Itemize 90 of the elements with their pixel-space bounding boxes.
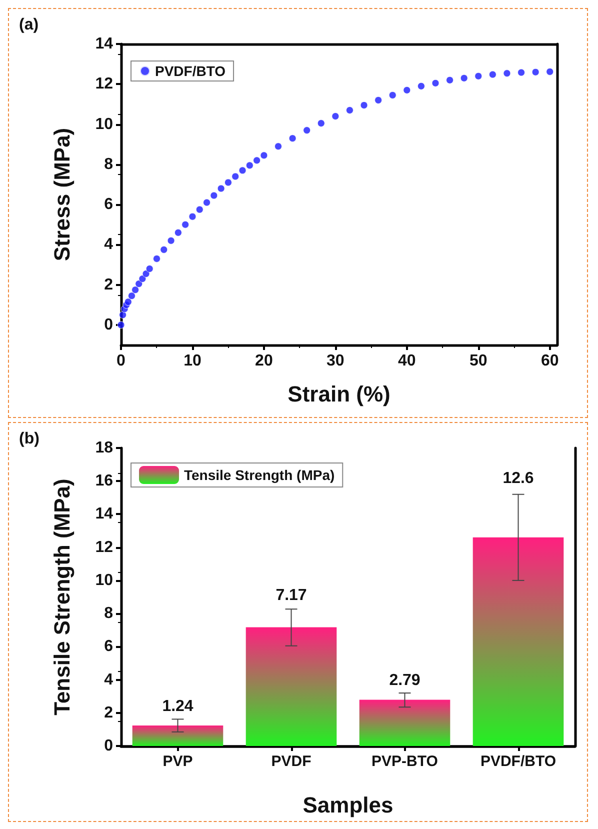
point [260,152,268,160]
x-tick-label: 60 [540,352,559,370]
y-tick-label: 18 [95,440,114,456]
text: (b) [19,430,40,448]
x-tick-label: 30 [326,352,344,370]
point [128,292,136,300]
y-tick-label: 4 [104,671,114,688]
point [160,246,168,254]
point [374,96,382,104]
legend-label: PVDF/BTO [155,63,226,79]
point [503,70,511,78]
point [474,72,482,80]
y-tick-label: 0 [104,738,114,754]
data-label: 12.6 [502,470,534,488]
y-tick-label: 10 [95,572,114,589]
point [210,192,218,200]
point [488,70,496,78]
point [460,74,468,82]
point [124,298,132,306]
y-axis-title: Stress (MPa) [50,128,74,262]
y-tick-label: 10 [95,116,114,133]
y-axis-title: Tensile Strength (MPa) [50,478,74,716]
y-tick-label: 2 [104,704,114,722]
data-label: 2.79 [389,672,420,689]
data-label: 7.17 [276,587,307,604]
point [167,236,175,244]
text: (a) [19,16,39,34]
point [135,280,143,288]
point [188,212,196,220]
x-tick-label: 50 [469,352,488,370]
x-tick-label: PVDF [271,753,312,770]
y-tick-label: 8 [104,156,114,173]
y-tick-label: 6 [104,196,114,214]
y-tick-label: 12 [95,76,114,93]
bar [472,537,564,746]
point [117,321,125,329]
bar [246,627,337,746]
x-tick-label: 20 [255,352,273,370]
point [196,206,204,214]
point [224,178,232,186]
point [388,91,396,99]
point [138,275,146,283]
point [203,198,211,206]
point [403,86,411,94]
bar [359,700,450,746]
point [232,172,240,180]
point [274,142,282,150]
x-tick-label: 0 [116,352,126,370]
x-tick-label: PVP [162,753,193,770]
legend-label: Tensile Strength (MPa) [184,467,335,483]
point [532,68,540,76]
point [182,220,190,228]
y-tick-label: 12 [95,538,114,556]
y-tick-label: 14 [95,506,114,523]
x-tick-label: 40 [398,352,416,370]
x-tick-label: PVP-BTO [372,753,438,770]
point [132,286,140,294]
point [360,101,368,109]
point [142,270,150,278]
point [432,79,440,87]
point [246,162,254,170]
point [238,166,246,174]
y-tick-label: 6 [104,638,114,656]
point [119,311,127,319]
x-axis-title: Samples [302,792,394,818]
point [303,126,311,134]
point [317,120,325,128]
point [546,68,554,76]
point [288,134,296,142]
point [174,228,182,236]
point [518,68,526,76]
bar [132,725,224,746]
x-tick-label: 10 [184,352,202,370]
point [152,254,160,262]
y-tick-label: 0 [104,316,114,334]
y-tick-label: 2 [104,276,114,294]
point [417,82,425,90]
point [346,106,354,114]
x-axis-title: Strain (%) [288,382,390,406]
point [253,156,261,164]
point [146,265,154,272]
y-tick-label: 16 [95,472,114,490]
point [217,184,225,192]
y-tick-label: 4 [104,236,114,254]
y-tick-label: 8 [104,605,114,622]
x-tick-label: PVDF/BTO [480,753,556,770]
data-label: 1.24 [162,698,194,716]
point [332,112,340,120]
point [446,76,454,84]
y-tick-label: 14 [95,36,114,52]
